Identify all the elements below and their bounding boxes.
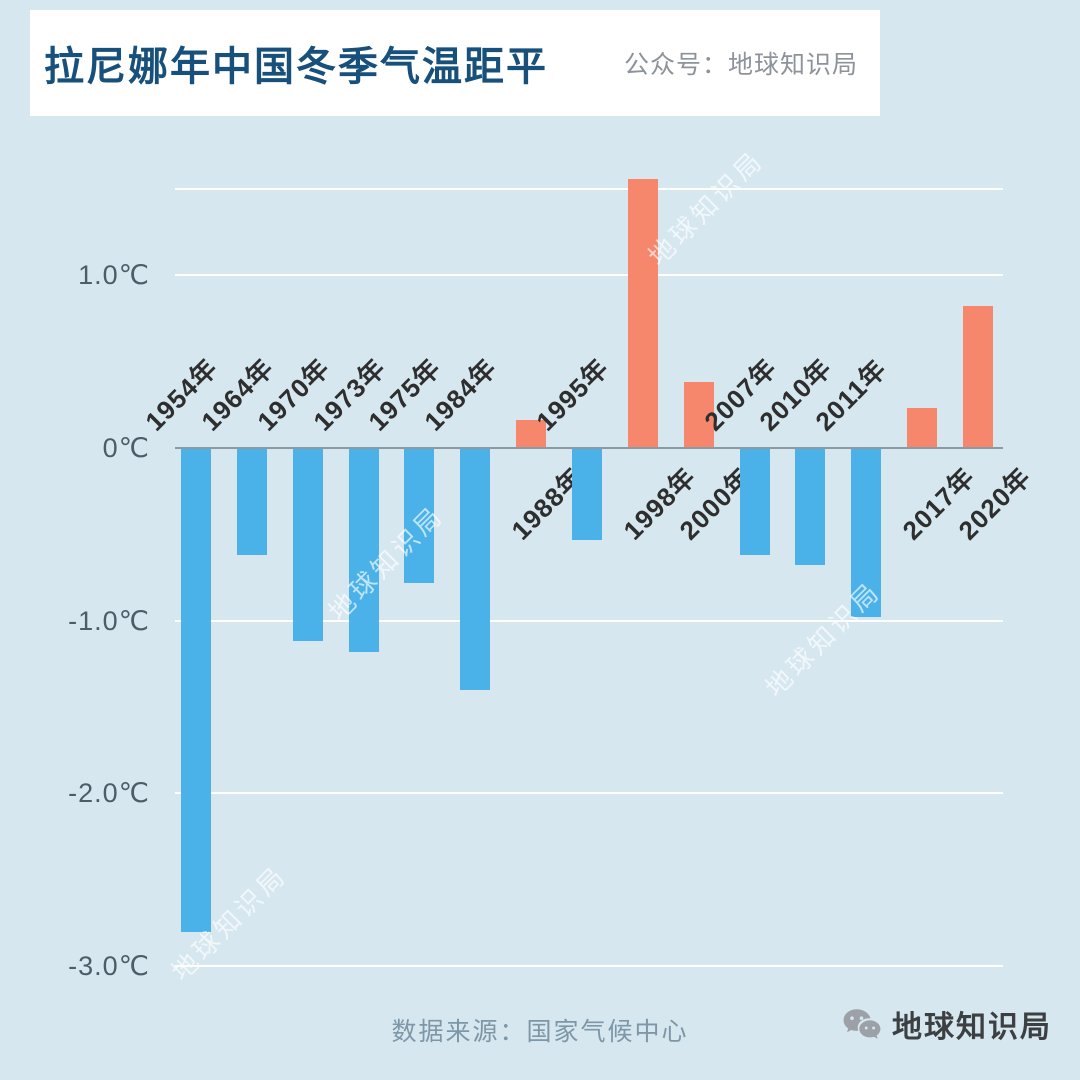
- y-axis-label: 0℃: [102, 433, 150, 463]
- y-axis-label: -1.0℃: [68, 605, 150, 636]
- wechat-icon: [843, 1009, 881, 1039]
- page-title: 拉尼娜年中国冬季气温距平: [44, 45, 548, 89]
- bar-1970年: [292, 448, 323, 642]
- gridline: [175, 274, 1003, 277]
- zero-axis-line: [175, 447, 1003, 449]
- bar-2011年: [851, 448, 882, 618]
- gridline: [175, 965, 1003, 968]
- bar-1973年: [348, 448, 379, 652]
- bar-2010年: [795, 448, 826, 566]
- y-axis-label: -3.0℃: [68, 951, 150, 982]
- bar-1954年: [181, 448, 211, 932]
- y-axis-label: -2.0℃: [68, 778, 150, 809]
- bar-2020年: [963, 306, 994, 448]
- brand-footer: 地球知识局: [842, 1002, 1052, 1046]
- bar-2007年: [739, 448, 770, 556]
- gridline: [175, 792, 1003, 795]
- bar-2017年: [907, 408, 938, 448]
- brand-name: 地球知识局: [892, 1011, 1052, 1044]
- category-label: 1995年: [530, 352, 615, 437]
- bar-1975年: [404, 448, 435, 583]
- account-label: 公众号：地球知识局: [623, 51, 858, 79]
- watermark: 地球知识局: [759, 575, 887, 703]
- bar-1984年: [460, 448, 491, 690]
- data-source: 数据来源：国家气候中心: [391, 1018, 689, 1046]
- header-bar: 拉尼娜年中国冬季气温距平 公众号：地球知识局: [30, 10, 880, 116]
- bar-1995年: [572, 448, 603, 540]
- gridline: [175, 619, 1003, 622]
- bar-2000年: [683, 382, 714, 448]
- bar-1964年: [236, 448, 267, 556]
- bar-1988年: [516, 420, 547, 448]
- bar-1998年: [627, 178, 658, 448]
- y-axis-label: 1.0℃: [78, 260, 150, 291]
- gridline: [175, 187, 1003, 190]
- watermark: 地球知识局: [642, 144, 770, 272]
